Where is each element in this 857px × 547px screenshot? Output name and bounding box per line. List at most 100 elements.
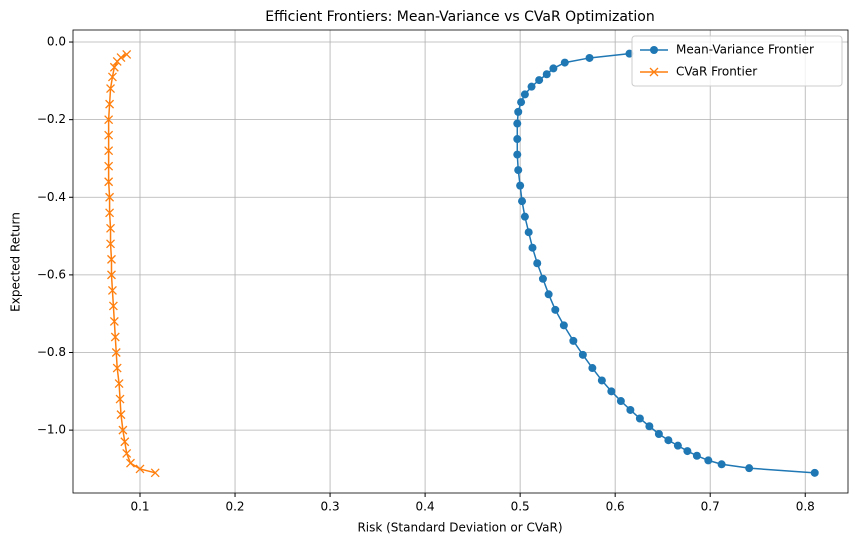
data-point (654, 430, 663, 439)
data-point (626, 405, 635, 414)
x-tick-label: 0.1 (130, 500, 149, 514)
data-point (717, 460, 726, 469)
data-point (120, 437, 130, 447)
data-point (513, 119, 522, 128)
plot-frame (72, 29, 849, 494)
data-point (673, 441, 682, 450)
data-point (588, 364, 597, 373)
data-point (578, 350, 587, 359)
data-point (107, 285, 117, 295)
legend-box (631, 35, 843, 87)
data-point (551, 305, 560, 314)
y-tick-label: −0.2 (37, 112, 66, 126)
data-point (107, 254, 116, 264)
data-point (527, 82, 536, 91)
legend-label: CVaR Frontier (676, 65, 757, 79)
data-point (683, 447, 692, 456)
data-point (533, 259, 542, 268)
legend-label: Mean-Variance Frontier (676, 43, 814, 57)
data-point (569, 336, 578, 345)
y-tick-label: −0.6 (37, 267, 66, 281)
data-point (105, 99, 115, 109)
data-point (535, 76, 544, 85)
data-point (520, 212, 529, 221)
series-line (516, 52, 815, 474)
legend: Mean-Variance Frontier CVaR Frontier (631, 35, 843, 87)
x-axis-label: Risk (Standard Deviation or CVaR) (357, 521, 562, 535)
data-point (524, 228, 533, 237)
data-point (107, 270, 116, 280)
data-point (111, 348, 121, 357)
y-tick-label: −0.8 (37, 345, 66, 359)
x-tick-label: 0.3 (321, 500, 340, 514)
y-tick-label: −1.0 (37, 423, 66, 437)
y-axis-label: Expected Return (9, 212, 23, 312)
data-point (518, 197, 527, 206)
data-point (109, 317, 119, 326)
data-point (542, 70, 551, 79)
data-point (625, 49, 634, 58)
data-point (107, 72, 117, 82)
data-point (122, 49, 132, 59)
legend-marker (650, 46, 658, 54)
data-point (514, 166, 523, 175)
data-point (114, 379, 124, 389)
x-tick-label: 0.6 (606, 500, 625, 514)
data-point (106, 223, 115, 233)
x-tick-label: 0.8 (796, 500, 815, 514)
data-point (616, 397, 625, 406)
data-point (560, 58, 569, 67)
data-point (549, 64, 558, 73)
series-line (107, 53, 156, 474)
data-point (585, 53, 594, 62)
data-point (106, 84, 115, 94)
data-point (135, 464, 145, 474)
data-point (607, 387, 616, 396)
data-point (544, 290, 553, 299)
data-point (108, 301, 118, 311)
data-point (104, 130, 114, 140)
data-point (664, 436, 673, 445)
data-point (559, 321, 568, 330)
data-point (692, 451, 701, 460)
data-point (513, 150, 522, 159)
data-point (745, 464, 754, 473)
data-point (116, 410, 126, 420)
data-point (118, 425, 128, 435)
data-point (520, 90, 529, 99)
x-tick-label: 0.4 (416, 500, 435, 514)
data-point (513, 135, 522, 144)
data-point (104, 146, 114, 156)
x-tick-label: 0.5 (511, 500, 530, 514)
data-point (597, 376, 606, 385)
data-point (115, 394, 125, 404)
data-point (126, 458, 135, 468)
data-point (635, 414, 644, 423)
x-tick-label: 0.7 (701, 500, 720, 514)
data-point (538, 274, 547, 283)
data-point (105, 208, 115, 218)
data-point (110, 332, 120, 342)
x-tick-label: 0.2 (225, 500, 244, 514)
data-point (109, 62, 119, 72)
data-point (105, 192, 115, 202)
data-point (645, 422, 654, 431)
legend-marker (649, 67, 659, 77)
data-point (104, 115, 114, 125)
data-point (517, 98, 526, 107)
data-point (104, 161, 114, 171)
data-point (810, 468, 819, 477)
data-point (116, 53, 126, 63)
data-point (704, 456, 713, 465)
data-point (112, 363, 122, 373)
data-point (514, 107, 523, 116)
chart-title: Efficient Frontiers: Mean-Variance vs CV… (265, 9, 654, 25)
y-tick-label: −0.4 (37, 190, 66, 204)
data-point (104, 177, 114, 187)
data-point (528, 243, 537, 252)
data-point (122, 448, 132, 458)
data-point (150, 468, 160, 478)
y-tick-label: 0.0 (47, 35, 66, 49)
data-point (516, 181, 525, 190)
